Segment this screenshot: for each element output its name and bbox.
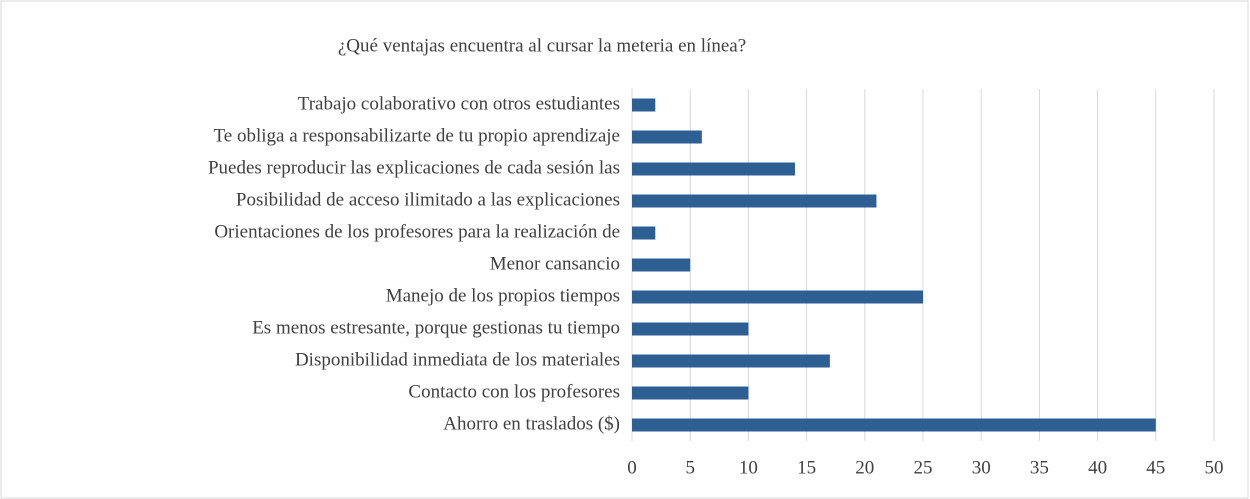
bar bbox=[632, 130, 702, 144]
bar bbox=[632, 194, 877, 208]
y-tick-label: Es menos estresante, porque gestionas tu… bbox=[252, 317, 620, 338]
bar bbox=[632, 354, 830, 368]
y-tick-label: Contacto con los profesores bbox=[408, 381, 620, 402]
x-tick-label: 50 bbox=[1205, 457, 1224, 478]
chart-title: ¿Qué ventajas encuentra al cursar la met… bbox=[338, 35, 746, 56]
bar bbox=[632, 162, 795, 176]
y-tick-label: Te obliga a responsabilizarte de tu prop… bbox=[214, 125, 620, 146]
x-tick-label: 10 bbox=[739, 457, 758, 478]
x-tick-label: 5 bbox=[685, 457, 695, 478]
y-tick-label: Puedes reproducir las explicaciones de c… bbox=[208, 157, 620, 178]
x-tick-label: 15 bbox=[797, 457, 816, 478]
y-tick-label: Orientaciones de los profesores para la … bbox=[214, 221, 620, 242]
y-tick-label: Trabajo colaborativo con otros estudiant… bbox=[298, 93, 620, 114]
bar bbox=[632, 386, 749, 400]
bar bbox=[632, 290, 923, 304]
bar bbox=[632, 98, 656, 112]
x-tick-label: 35 bbox=[1030, 457, 1049, 478]
y-tick-label: Manejo de los propios tiempos bbox=[386, 285, 620, 306]
bar bbox=[632, 226, 656, 240]
x-tick-label: 30 bbox=[972, 457, 991, 478]
bar bbox=[632, 418, 1156, 432]
y-tick-label: Ahorro en traslados ($) bbox=[443, 413, 620, 434]
y-tick-label: Disponibilidad inmediata de los material… bbox=[295, 349, 620, 370]
x-tick-label: 40 bbox=[1088, 457, 1107, 478]
y-tick-label: Menor cansancio bbox=[490, 253, 620, 274]
x-tick-label: 45 bbox=[1146, 457, 1165, 478]
x-tick-label: 20 bbox=[855, 457, 874, 478]
x-tick-label: 25 bbox=[914, 457, 933, 478]
bar bbox=[632, 322, 749, 336]
y-tick-label: Posibilidad de acceso ilimitado a las ex… bbox=[236, 189, 620, 210]
bar bbox=[632, 258, 691, 272]
x-tick-label: 0 bbox=[627, 457, 637, 478]
